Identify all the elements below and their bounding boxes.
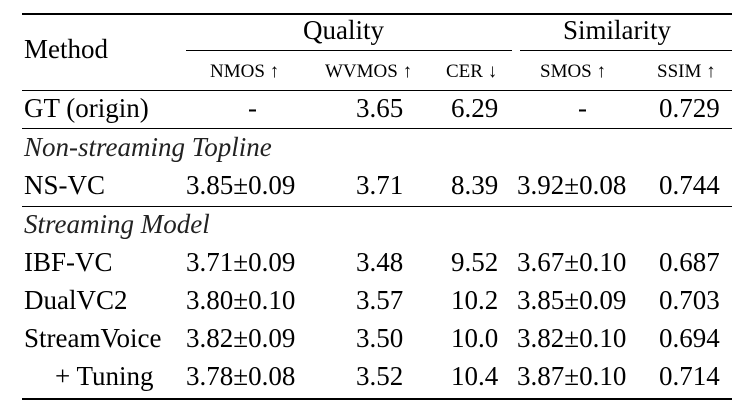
header-rule	[22, 90, 732, 91]
table-row-cer: 10.4	[451, 361, 499, 391]
bottom-rule	[22, 398, 732, 400]
table-row-nmos: 3.71±0.09	[186, 247, 296, 277]
similarity-group-rule	[520, 50, 732, 51]
table-row-cer: 10.0	[451, 323, 499, 353]
gt-cer: 6.29	[451, 93, 499, 123]
section-title-topline: Non-streaming Topline	[24, 132, 272, 162]
table-row-nmos: 3.78±0.08	[186, 361, 296, 391]
table-row-ssim: 0.703	[659, 285, 720, 315]
table-row-cer: 9.52	[451, 247, 499, 277]
table-row-wvmos: 3.57	[356, 285, 404, 315]
section-rule	[22, 206, 732, 207]
table-row-smos: 3.87±0.10	[517, 361, 627, 391]
table-row-ssim: 0.714	[659, 361, 720, 391]
gt-method: GT (origin)	[24, 93, 149, 123]
table-row-method: + Tuning	[55, 361, 154, 391]
table-row-wvmos: 3.48	[356, 247, 404, 277]
top-rule	[22, 13, 732, 15]
table-row-method: StreamVoice	[24, 323, 162, 353]
table-row-wvmos: 3.50	[356, 323, 404, 353]
ssim-column-header: SSIM ↑	[657, 61, 716, 82]
table-row-wvmos: 3.52	[356, 361, 404, 391]
method-header: Method	[24, 34, 108, 64]
table-row-ssim: 0.687	[659, 247, 720, 277]
table-row-nmos: 3.82±0.09	[186, 323, 296, 353]
gt-wvmos: 3.65	[356, 93, 404, 123]
quality-group-header: Quality	[303, 15, 384, 45]
table-row-smos: 3.67±0.10	[517, 247, 627, 277]
nmos-column-header: NMOS ↑	[210, 61, 280, 82]
table-row-cer: 8.39	[451, 170, 499, 200]
table-row-smos: 3.85±0.09	[517, 285, 627, 315]
wvmos-column-header: WVMOS ↑	[325, 61, 413, 82]
smos-column-header: SMOS ↑	[540, 61, 606, 82]
gt-nmos: -	[248, 93, 257, 123]
gt-ssim: 0.729	[659, 93, 720, 123]
gt-smos: -	[578, 93, 587, 123]
table-row-nmos: 3.80±0.10	[186, 285, 296, 315]
cer-column-header: CER ↓	[446, 61, 498, 82]
gt-rule	[22, 128, 732, 129]
table-row-method: IBF-VC	[24, 247, 113, 277]
section-title-streaming: Streaming Model	[24, 209, 210, 239]
table-row-ssim: 0.744	[659, 170, 720, 200]
table-row-nmos: 3.85±0.09	[186, 170, 296, 200]
table-row-method: NS-VC	[24, 170, 106, 200]
similarity-group-header: Similarity	[563, 15, 671, 45]
table-row-cer: 10.2	[451, 285, 499, 315]
table-row-ssim: 0.694	[659, 323, 720, 353]
quality-group-rule	[186, 50, 512, 51]
table-row-method: DualVC2	[24, 285, 128, 315]
table-row-smos: 3.92±0.08	[517, 170, 627, 200]
table-row-wvmos: 3.71	[356, 170, 404, 200]
table-row-smos: 3.82±0.10	[517, 323, 627, 353]
